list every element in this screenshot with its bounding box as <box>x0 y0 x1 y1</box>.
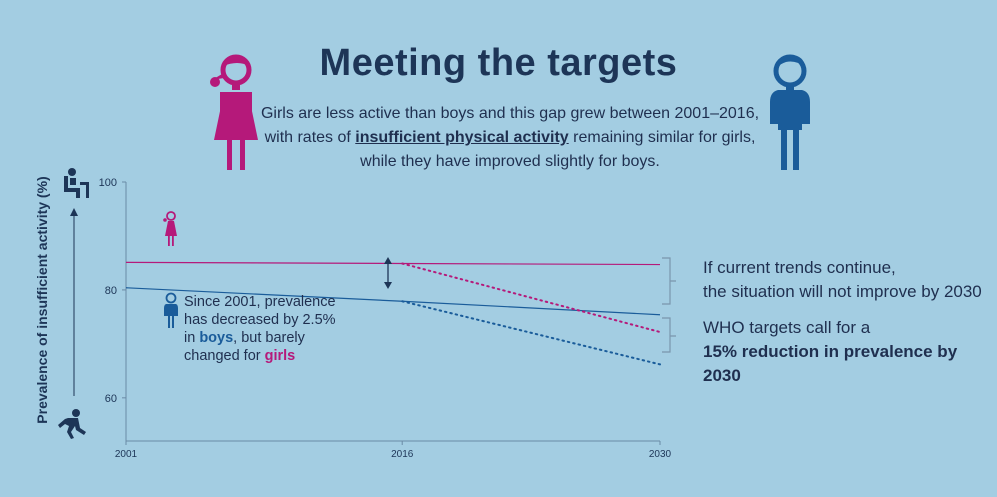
sitting-person-icon <box>64 168 89 198</box>
note-girls: girls <box>264 348 296 364</box>
x-tick-label: 2001 <box>115 449 138 460</box>
boy-icon <box>770 54 810 170</box>
girls-dotted-line <box>401 262 661 334</box>
bracket-trend <box>662 257 676 305</box>
trend-line-1: If current trends continue, <box>703 258 896 277</box>
note-changed: changed for <box>184 348 265 364</box>
who-target: 15% reduction in prevalence by 2030 <box>703 342 958 385</box>
x-tick-label: 2016 <box>391 449 414 460</box>
gap-arrow <box>384 257 392 289</box>
trend-line-2: the situation will not improve by 2030 <box>703 282 982 301</box>
note-barely: , but barely <box>233 330 305 346</box>
note-line-3: in boys, but barely <box>184 329 336 347</box>
subtitle-highlight: insufficient physical activity <box>355 129 569 146</box>
boys-dotted-line <box>401 300 661 366</box>
y-direction-arrow <box>70 208 78 396</box>
trend-note: If current trends continue, the situatio… <box>703 256 982 304</box>
note-boys: boys <box>199 330 234 346</box>
subtitle-text-end: remaining similar for girls, while they … <box>360 129 756 170</box>
subtitle: Girls are less active than boys and this… <box>250 102 770 174</box>
running-person-icon <box>58 409 86 439</box>
note-line-2: has decreased by 2.5% <box>184 312 336 328</box>
note-line-4: changed for girls <box>184 347 336 365</box>
girl-icon <box>210 54 258 170</box>
page-title: Meeting the targets <box>319 42 678 84</box>
subtitle-text-start: Girls are less active than boys and this… <box>260 105 760 146</box>
bracket-who <box>662 317 676 353</box>
boy-small-icon <box>164 292 178 328</box>
y-tick-label: 60 <box>105 393 117 405</box>
girls-solid-line <box>125 261 661 266</box>
chart-series <box>125 261 661 366</box>
note-line-1: Since 2001, prevalence <box>184 294 336 310</box>
girl-small-icon <box>163 211 177 246</box>
note-in: in <box>184 330 200 346</box>
who-note: WHO targets call for a 15% reduction in … <box>703 316 997 388</box>
y-tick-label: 100 <box>99 177 117 189</box>
who-line-1: WHO targets call for a <box>703 318 871 337</box>
since-2001-note: Since 2001, prevalence has decreased by … <box>184 293 336 365</box>
who-line-2: 15% reduction in prevalence by 2030 <box>703 340 997 388</box>
chart-axes: 60 80 100 2001 2016 2030 <box>99 177 672 460</box>
y-axis-label: Prevalence of insufficient activity (%) <box>34 176 50 424</box>
x-tick-label: 2030 <box>649 449 672 460</box>
y-tick-label: 80 <box>105 285 117 297</box>
